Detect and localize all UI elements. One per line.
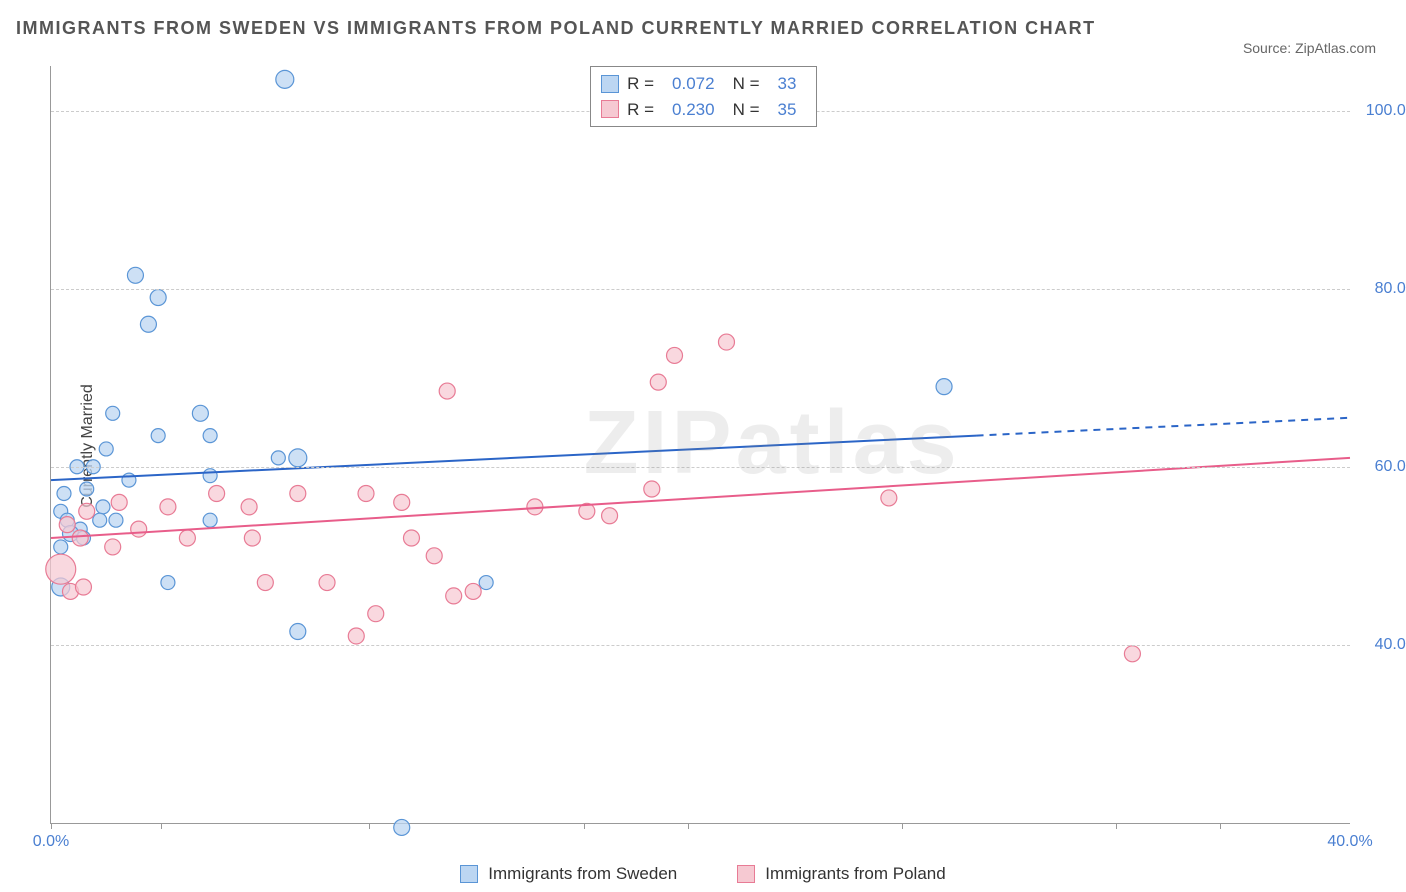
x-tick <box>51 823 52 829</box>
plot-area: 40.0%60.0%80.0%100.0%0.0%40.0%ZIPatlasR … <box>50 66 1350 824</box>
data-point <box>105 539 121 555</box>
data-point <box>479 576 493 590</box>
data-point <box>72 530 88 546</box>
data-point <box>179 530 195 546</box>
data-point <box>276 70 294 88</box>
stats-legend-row: R = 0.230 N = 35 <box>601 97 806 123</box>
data-point <box>244 530 260 546</box>
data-point <box>75 579 91 595</box>
data-point <box>99 442 113 456</box>
legend-item: Immigrants from Sweden <box>460 864 677 884</box>
chart-title: IMMIGRANTS FROM SWEDEN VS IMMIGRANTS FRO… <box>16 18 1096 39</box>
data-point <box>289 449 307 467</box>
data-point <box>96 500 110 514</box>
data-point <box>80 482 94 496</box>
data-point <box>426 548 442 564</box>
regression-line <box>51 436 977 481</box>
legend-swatch <box>601 100 619 118</box>
data-point <box>151 429 165 443</box>
data-point <box>348 628 364 644</box>
n-value: 35 <box>778 97 797 123</box>
stats-legend-row: R = 0.072 N = 33 <box>601 71 806 97</box>
data-point <box>46 554 76 584</box>
stats-legend: R = 0.072 N = 33 R = 0.230 N = 35 <box>590 66 817 127</box>
gridline-h <box>51 467 1350 468</box>
data-point <box>465 583 481 599</box>
legend-swatch <box>460 865 478 883</box>
data-point <box>368 606 384 622</box>
data-point <box>602 508 618 524</box>
data-point <box>106 406 120 420</box>
data-point <box>644 481 660 497</box>
legend-bottom: Immigrants from Sweden Immigrants from Po… <box>0 864 1406 884</box>
x-tick <box>688 823 689 829</box>
data-point <box>257 575 273 591</box>
y-tick-label: 80.0% <box>1360 280 1406 298</box>
r-label: R = <box>627 97 654 123</box>
data-point <box>79 503 95 519</box>
data-point <box>203 429 217 443</box>
gridline-h <box>51 289 1350 290</box>
data-point <box>394 494 410 510</box>
legend-label: Immigrants from Sweden <box>488 864 677 884</box>
x-tick-label: 40.0% <box>1327 833 1372 851</box>
legend-label: Immigrants from Poland <box>765 864 945 884</box>
r-value: 0.072 <box>672 71 715 97</box>
n-value: 33 <box>778 71 797 97</box>
data-point <box>403 530 419 546</box>
data-point <box>93 513 107 527</box>
legend-swatch <box>737 865 755 883</box>
data-point <box>667 347 683 363</box>
data-point <box>161 576 175 590</box>
data-point <box>358 485 374 501</box>
data-point <box>150 290 166 306</box>
r-value: 0.230 <box>672 97 715 123</box>
data-point <box>203 513 217 527</box>
data-point <box>881 490 897 506</box>
gridline-h <box>51 645 1350 646</box>
regression-line-dash <box>977 418 1350 436</box>
data-point <box>650 374 666 390</box>
data-point <box>718 334 734 350</box>
x-tick <box>369 823 370 829</box>
n-label: N = <box>733 97 760 123</box>
n-label: N = <box>733 71 760 97</box>
x-tick <box>902 823 903 829</box>
data-point <box>109 513 123 527</box>
r-label: R = <box>627 71 654 97</box>
data-point <box>290 624 306 640</box>
data-point <box>936 379 952 395</box>
legend-swatch <box>601 75 619 93</box>
data-point <box>319 575 335 591</box>
data-point <box>131 521 147 537</box>
legend-item: Immigrants from Poland <box>737 864 945 884</box>
data-point <box>192 405 208 421</box>
data-point <box>140 316 156 332</box>
data-point <box>446 588 462 604</box>
y-tick-label: 40.0% <box>1360 636 1406 654</box>
chart-svg <box>51 66 1350 823</box>
data-point <box>439 383 455 399</box>
data-point <box>1124 646 1140 662</box>
data-point <box>394 819 410 835</box>
data-point <box>290 485 306 501</box>
x-tick-label: 0.0% <box>33 833 69 851</box>
y-tick-label: 100.0% <box>1360 102 1406 120</box>
x-tick <box>161 823 162 829</box>
data-point <box>241 499 257 515</box>
data-point <box>54 540 68 554</box>
x-tick <box>1220 823 1221 829</box>
data-point <box>203 469 217 483</box>
data-point <box>160 499 176 515</box>
data-point <box>111 494 127 510</box>
data-point <box>59 517 75 533</box>
x-tick <box>584 823 585 829</box>
x-tick <box>1116 823 1117 829</box>
y-tick-label: 60.0% <box>1360 458 1406 476</box>
data-point <box>209 485 225 501</box>
data-point <box>127 267 143 283</box>
data-point <box>271 451 285 465</box>
source-attribution: Source: ZipAtlas.com <box>1243 40 1376 56</box>
data-point <box>57 486 71 500</box>
